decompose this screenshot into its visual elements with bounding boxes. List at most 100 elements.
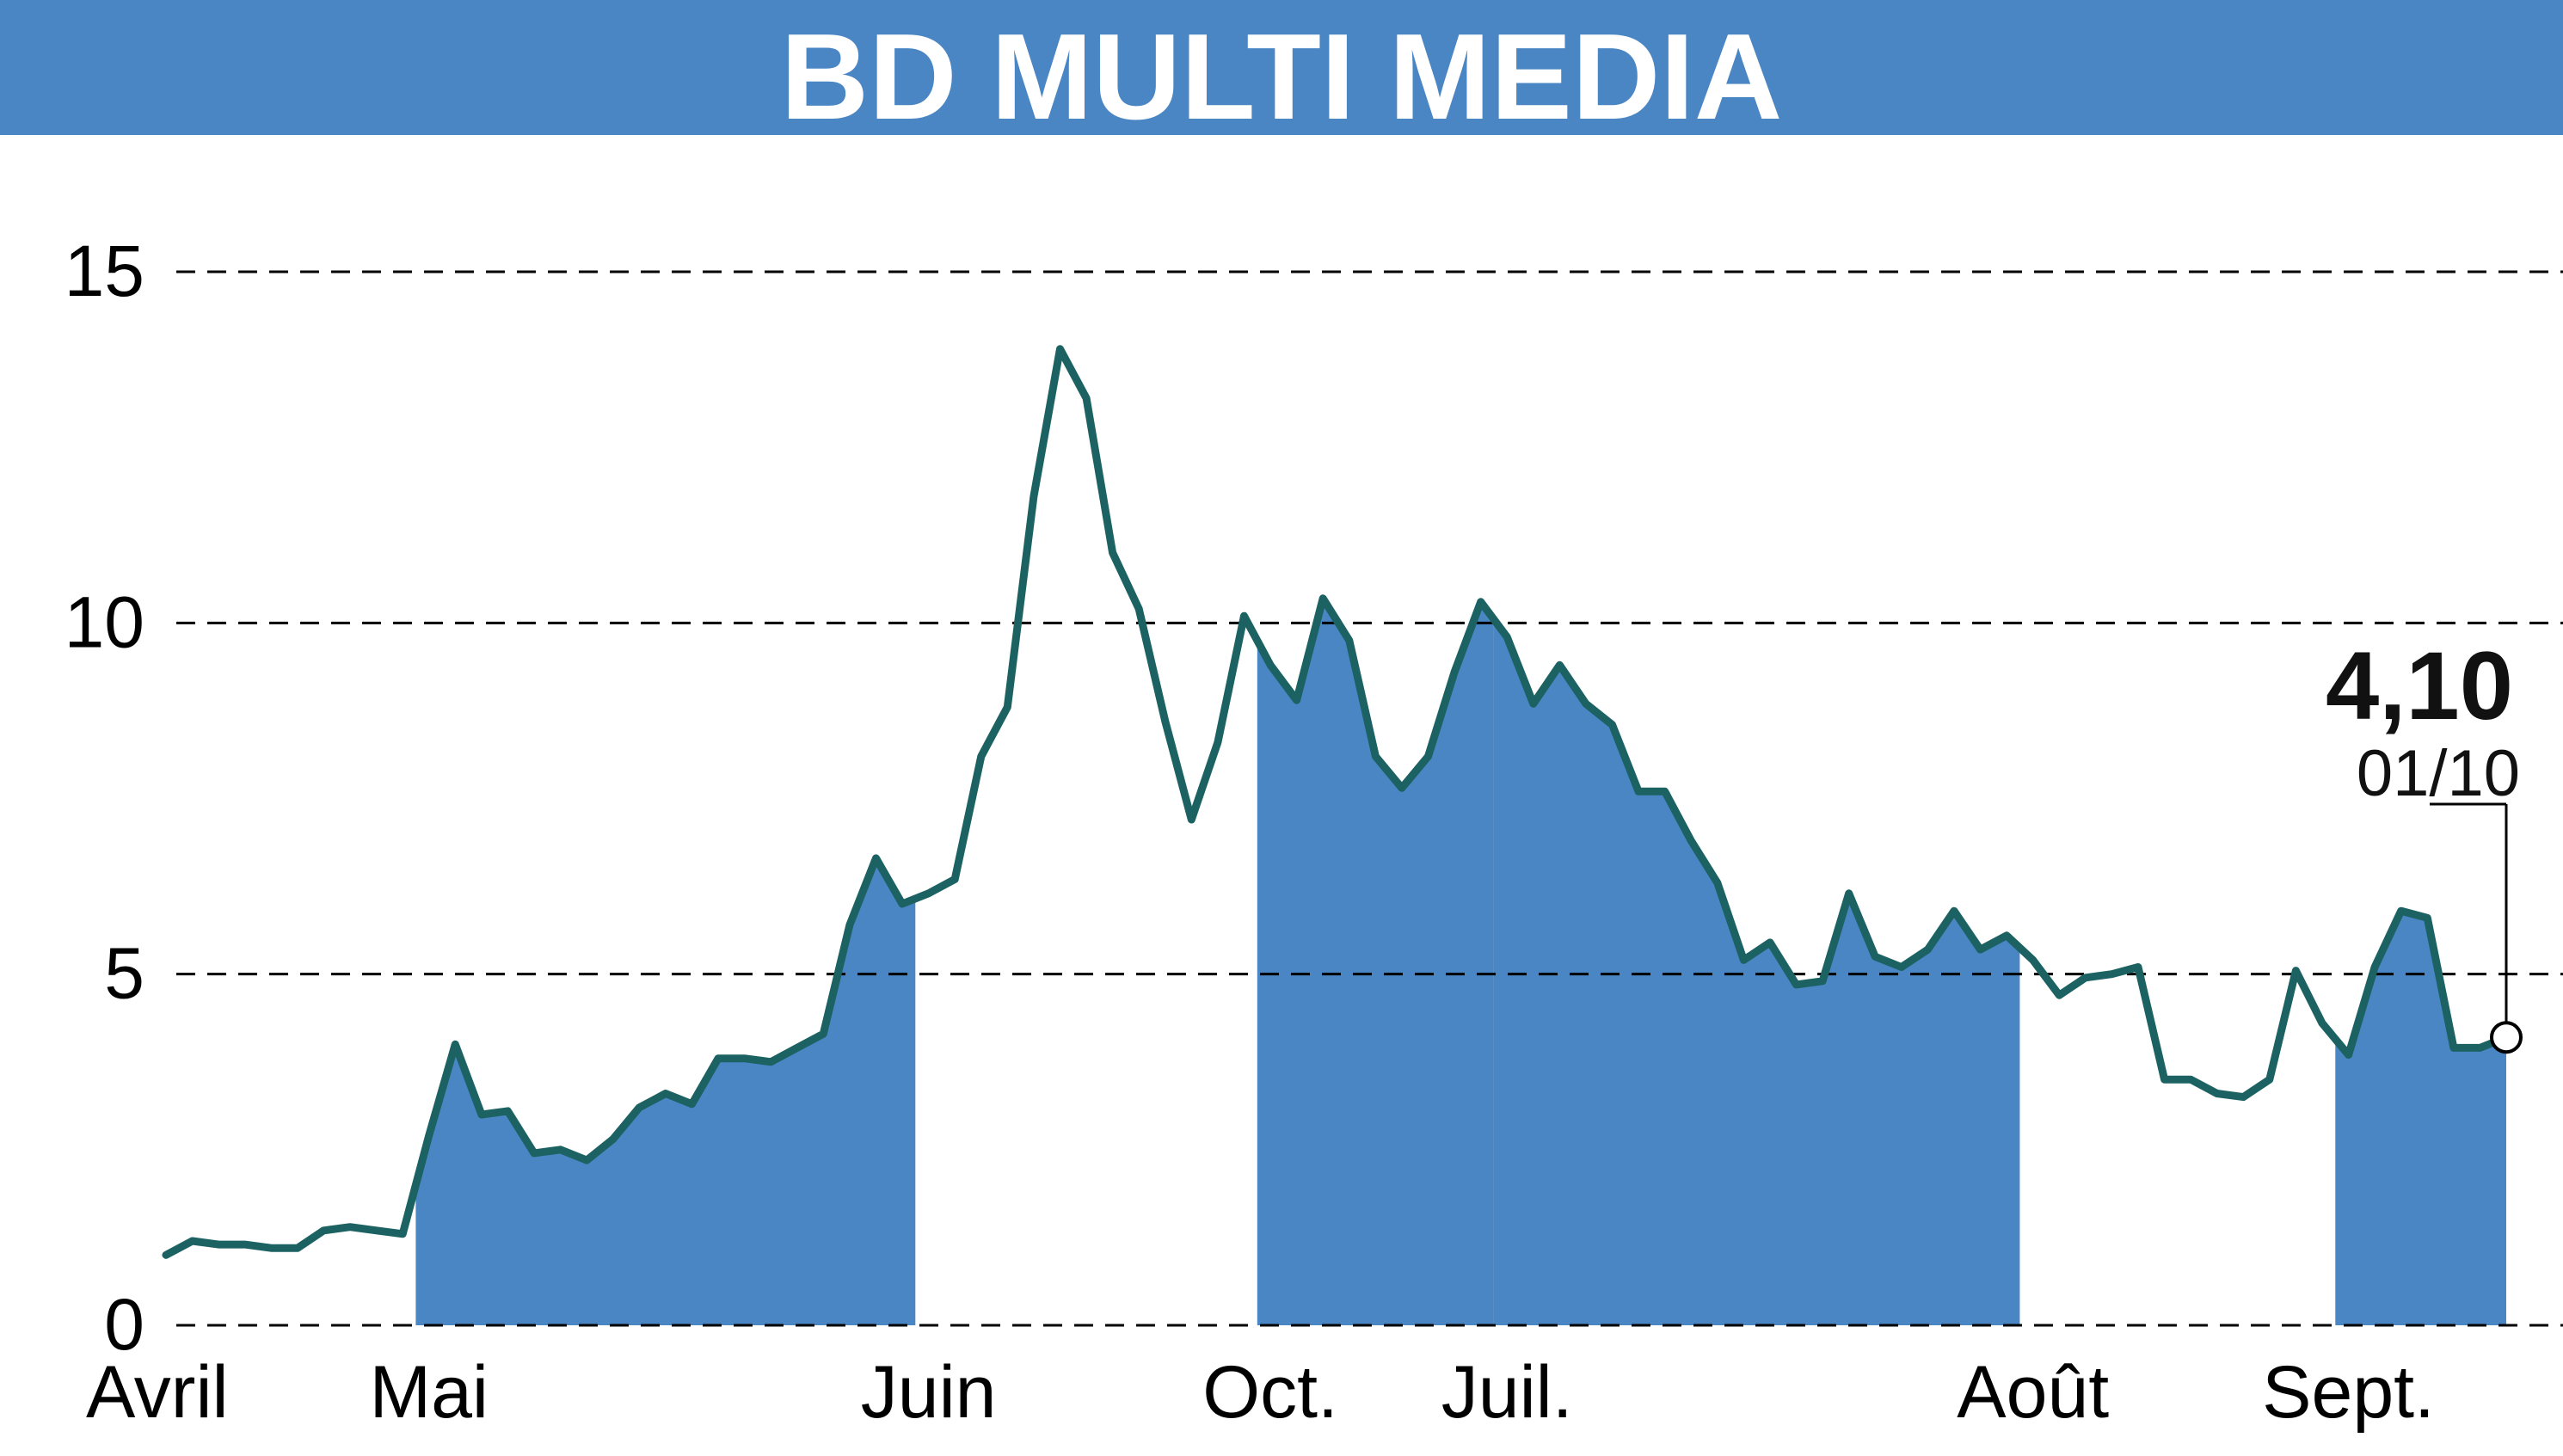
data-point [1319, 594, 1327, 602]
data-point [2187, 1076, 2195, 1084]
data-point [1477, 598, 1484, 605]
y-axis-tick-labels: 0 5 10 15 [65, 230, 144, 1365]
data-point [1004, 703, 1011, 711]
data-point [1635, 788, 1643, 796]
data-point [1582, 700, 1589, 708]
data-point [1030, 493, 1037, 501]
data-point [372, 1226, 380, 1234]
data-point [1424, 753, 1432, 760]
data-point [1897, 963, 1905, 971]
data-point [1529, 700, 1537, 708]
last-value-callout: 4,10 01/10 [2326, 632, 2520, 1023]
shaded-band-oct [1257, 598, 1494, 1325]
data-point [2397, 907, 2405, 915]
data-point [1924, 946, 1932, 954]
data-point [2029, 956, 2037, 964]
data-point [1161, 717, 1169, 725]
data-point [715, 1054, 722, 1062]
data-point [556, 1146, 564, 1153]
data-point [899, 900, 906, 907]
data-point [1687, 837, 1695, 845]
data-point [2449, 1044, 2457, 1052]
data-point [2265, 1076, 2273, 1084]
data-point [452, 1041, 459, 1048]
data-point [347, 1223, 353, 1231]
data-point [2135, 963, 2142, 971]
data-point [1819, 977, 1827, 985]
price-series [162, 345, 2523, 1259]
data-point [2003, 931, 2011, 939]
data-point [425, 1132, 433, 1140]
data-point [688, 1100, 696, 1108]
data-point [215, 1241, 223, 1249]
data-point [1267, 661, 1275, 669]
data-point [1240, 612, 1248, 620]
shaded-month-bands [415, 598, 2506, 1325]
data-point [1976, 946, 1984, 954]
data-point [2371, 963, 2379, 971]
data-point [2345, 1051, 2352, 1059]
data-point [2213, 1090, 2221, 1097]
data-point [1556, 661, 1564, 669]
data-point [1345, 636, 1353, 644]
data-point [1608, 721, 1616, 728]
data-point [267, 1244, 275, 1252]
x-month-label-juin: Juin [861, 1351, 997, 1434]
x-month-label-sept: Sept. [2262, 1351, 2435, 1434]
data-point [1293, 697, 1300, 704]
data-point [951, 875, 959, 883]
data-point [1109, 549, 1116, 556]
data-point [2160, 1076, 2168, 1084]
data-point [1845, 889, 1853, 897]
x-month-label-mai: Mai [369, 1351, 489, 1434]
data-point [188, 1238, 196, 1244]
data-point [2292, 967, 2300, 974]
data-point [1188, 816, 1195, 823]
data-point [2108, 970, 2116, 978]
x-month-label-aot: Août [1957, 1351, 2109, 1434]
last-value-label: 4,10 [2326, 632, 2513, 740]
title-banner [0, 0, 2563, 135]
data-point [1740, 956, 1748, 964]
data-point [1083, 395, 1091, 402]
data-point [1214, 739, 1221, 746]
y-gridlines [176, 270, 2563, 1327]
data-point [2319, 1019, 2326, 1027]
data-point [1398, 784, 1405, 792]
data-point [2476, 1044, 2484, 1052]
data-point [977, 753, 985, 760]
chart-title: BD MULTI MEDIA [781, 9, 1783, 145]
data-point [399, 1230, 407, 1238]
series-line [162, 345, 2511, 1259]
shaded-band-mai [415, 857, 916, 1325]
last-value-marker [2490, 1021, 2523, 1054]
data-point [1713, 879, 1721, 887]
data-point [2056, 992, 2063, 999]
data-point [741, 1054, 748, 1062]
y-tick-label-0: 0 [104, 1284, 144, 1365]
data-point [163, 1251, 169, 1259]
data-point [661, 1090, 669, 1097]
data-point [583, 1157, 591, 1164]
data-point [504, 1107, 512, 1115]
shaded-band-sept [2335, 911, 2506, 1325]
last-date-label: 01/10 [2357, 737, 2520, 810]
data-point [609, 1135, 617, 1143]
data-point [767, 1058, 775, 1066]
y-tick-label-15: 15 [65, 230, 144, 311]
data-point [925, 889, 932, 897]
data-point [820, 1030, 827, 1038]
data-point [636, 1103, 643, 1111]
data-point [2424, 914, 2431, 922]
data-point [872, 854, 880, 862]
data-point [241, 1241, 249, 1249]
data-point [2240, 1093, 2247, 1101]
shaded-band-juil [1493, 619, 2020, 1325]
data-point [293, 1244, 301, 1252]
data-point [1372, 753, 1380, 760]
data-point [1951, 907, 1958, 915]
data-point [1661, 788, 1669, 796]
data-point [1135, 605, 1143, 612]
x-month-label-juil: Juil. [1441, 1351, 1573, 1434]
